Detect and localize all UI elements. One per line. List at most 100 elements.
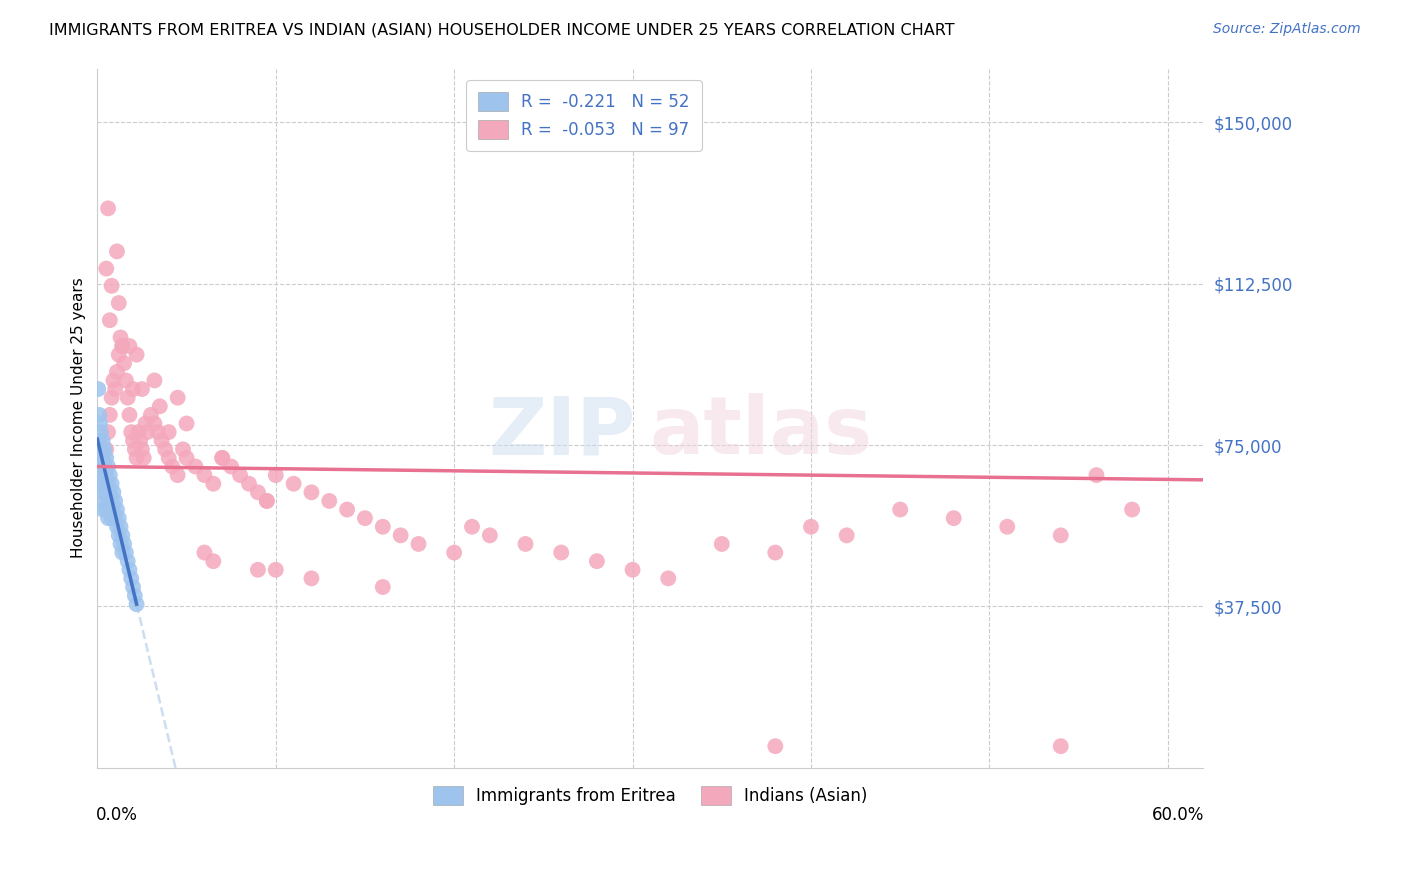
Point [91, 485, 114, 500]
Point [124, 442, 146, 457]
Point [105, 520, 128, 534]
Point [176, 450, 198, 465]
Point [104, 382, 127, 396]
Point [100, 476, 122, 491]
Point [371, 580, 394, 594]
Point [93, 468, 115, 483]
Point [107, 528, 129, 542]
Point [90, 425, 112, 439]
Point [118, 339, 141, 353]
Point [621, 563, 644, 577]
Point [889, 502, 911, 516]
Text: ZIP: ZIP [488, 393, 636, 471]
Point [93, 494, 115, 508]
Text: 0.0%: 0.0% [96, 806, 138, 824]
Point [105, 365, 128, 379]
Point [97, 202, 120, 216]
Point [104, 494, 127, 508]
Point [91, 450, 114, 465]
Point [461, 520, 484, 534]
Point [657, 571, 679, 585]
Point [129, 434, 152, 448]
Point [157, 425, 180, 439]
Point [443, 545, 465, 559]
Point [97, 425, 120, 439]
Point [1121, 502, 1143, 516]
Point [127, 425, 149, 439]
Point [111, 545, 134, 559]
Point [110, 520, 132, 534]
Point [120, 425, 142, 439]
Point [100, 391, 122, 405]
Point [166, 468, 188, 483]
Point [176, 417, 198, 431]
Point [96, 502, 118, 516]
Point [149, 399, 172, 413]
Point [478, 528, 501, 542]
Point [91, 468, 114, 483]
Point [98, 502, 121, 516]
Point [87, 382, 110, 396]
Point [100, 511, 122, 525]
Legend: Immigrants from Eritrea, Indians (Asian): Immigrants from Eritrea, Indians (Asian) [426, 780, 875, 812]
Point [110, 537, 132, 551]
Point [98, 468, 121, 483]
Point [93, 459, 115, 474]
Point [125, 348, 148, 362]
Point [89, 434, 111, 448]
Point [219, 459, 242, 474]
Point [112, 356, 135, 370]
Point [118, 563, 141, 577]
Point [104, 511, 127, 525]
Point [150, 434, 173, 448]
Y-axis label: Householder Income Under 25 years: Householder Income Under 25 years [72, 277, 86, 558]
Point [184, 459, 207, 474]
Point [166, 391, 188, 405]
Point [1049, 528, 1071, 542]
Point [91, 502, 114, 516]
Point [211, 450, 233, 465]
Point [835, 528, 858, 542]
Point [125, 597, 148, 611]
Point [89, 450, 111, 465]
Point [143, 374, 166, 388]
Point [122, 434, 145, 448]
Point [763, 739, 786, 754]
Point [131, 442, 153, 457]
Point [112, 537, 135, 551]
Point [103, 485, 125, 500]
Point [139, 408, 162, 422]
Text: IMMIGRANTS FROM ERITREA VS INDIAN (ASIAN) HOUSEHOLDER INCOME UNDER 25 YEARS CORR: IMMIGRANTS FROM ERITREA VS INDIAN (ASIAN… [49, 22, 955, 37]
Point [89, 417, 111, 431]
Point [318, 494, 340, 508]
Point [238, 476, 260, 491]
Point [1049, 739, 1071, 754]
Point [246, 563, 269, 577]
Point [146, 425, 169, 439]
Point [111, 339, 134, 353]
Point [942, 511, 965, 525]
Point [118, 408, 141, 422]
Point [172, 442, 194, 457]
Point [264, 563, 287, 577]
Point [98, 485, 121, 500]
Point [515, 537, 537, 551]
Point [710, 537, 733, 551]
Point [96, 261, 118, 276]
Point [125, 450, 148, 465]
Point [110, 330, 132, 344]
Point [115, 374, 138, 388]
Point [124, 589, 146, 603]
Point [408, 537, 430, 551]
Point [246, 485, 269, 500]
Point [264, 468, 287, 483]
Point [107, 511, 129, 525]
Point [301, 571, 323, 585]
Point [122, 382, 145, 396]
Point [89, 408, 111, 422]
Point [193, 545, 215, 559]
Point [301, 485, 323, 500]
Point [105, 244, 128, 259]
Point [120, 571, 142, 585]
Point [389, 528, 412, 542]
